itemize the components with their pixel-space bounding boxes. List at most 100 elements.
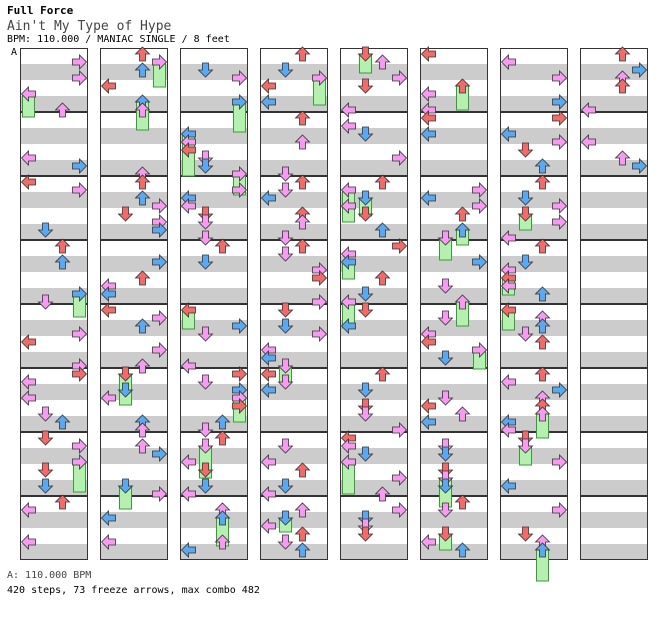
beat-stripe: [180, 64, 248, 80]
measure-box: [180, 48, 248, 112]
down-arrow-icon: [197, 62, 214, 78]
up-arrow-icon: [54, 254, 71, 270]
up-arrow-icon: [374, 486, 391, 502]
down-arrow-icon: [357, 190, 374, 206]
beat-stripe: [100, 512, 168, 528]
down-arrow-icon: [117, 206, 134, 222]
left-arrow-icon: [500, 478, 516, 494]
beat-stripe: [580, 96, 648, 112]
beat-stripe: [100, 64, 168, 80]
measure-box: [500, 176, 568, 240]
beat-stripe: [340, 416, 408, 432]
beat-stripe: [500, 128, 568, 144]
measure-box: [500, 48, 568, 112]
up-arrow-icon: [294, 526, 311, 542]
measure-box: [100, 240, 168, 304]
beat-stripe: [580, 160, 648, 176]
measure-box: [340, 432, 408, 496]
down-arrow-icon: [357, 526, 374, 542]
beat-stripe: [180, 160, 248, 176]
up-arrow-icon: [454, 206, 471, 222]
right-arrow-icon: [312, 270, 328, 286]
down-arrow-icon: [277, 182, 294, 198]
beat-stripe: [580, 384, 648, 400]
beat-stripe: [20, 224, 88, 240]
beat-stripe: [180, 352, 248, 368]
measure-box: [500, 496, 568, 560]
beat-stripe: [260, 256, 328, 272]
beat-stripe: [420, 480, 488, 496]
beat-stripe: [180, 256, 248, 272]
up-arrow-icon: [294, 134, 311, 150]
down-arrow-icon: [357, 286, 374, 302]
right-arrow-icon: [392, 238, 408, 254]
measure-box: [340, 48, 408, 112]
left-arrow-icon: [100, 302, 116, 318]
right-arrow-icon: [552, 382, 568, 398]
down-arrow-icon: [437, 446, 454, 462]
beat-stripe: [500, 544, 568, 560]
left-arrow-icon: [260, 350, 276, 366]
beat-stripe: [20, 128, 88, 144]
up-arrow-icon: [374, 174, 391, 190]
right-arrow-icon: [152, 254, 168, 270]
right-arrow-icon: [472, 342, 488, 358]
beat-stripe: [260, 416, 328, 432]
beat-stripe: [500, 96, 568, 112]
beat-stripe: [180, 128, 248, 144]
beat-stripe: [340, 544, 408, 560]
left-arrow-icon: [420, 110, 436, 126]
up-arrow-icon: [134, 102, 151, 118]
down-arrow-icon: [437, 438, 454, 454]
down-arrow-icon: [437, 462, 454, 478]
left-arrow-icon: [340, 102, 356, 118]
right-arrow-icon: [232, 182, 248, 198]
beat-stripe: [420, 192, 488, 208]
left-arrow-icon: [340, 454, 356, 470]
down-arrow-icon: [437, 310, 454, 326]
beat-stripe: [340, 160, 408, 176]
beat-stripe: [20, 544, 88, 560]
beat-stripe: [340, 480, 408, 496]
right-arrow-icon: [152, 222, 168, 238]
beat-stripe: [500, 384, 568, 400]
beat-stripe: [20, 256, 88, 272]
measure-box: [100, 368, 168, 432]
right-arrow-icon: [72, 438, 88, 454]
chart-meta: BPM: 110.000 / MANIAC SINGLE / 8 feet: [7, 34, 230, 45]
up-arrow-icon: [294, 110, 311, 126]
beat-stripe: [100, 224, 168, 240]
beat-stripe: [180, 384, 248, 400]
measure-box: [260, 368, 328, 432]
left-arrow-icon: [420, 334, 436, 350]
measure-box: [100, 304, 168, 368]
measure-box: [20, 112, 88, 176]
left-arrow-icon: [260, 94, 276, 110]
down-arrow-icon: [357, 126, 374, 142]
beat-stripe: [420, 256, 488, 272]
measure-box: [580, 368, 648, 432]
up-arrow-icon: [134, 318, 151, 334]
down-arrow-icon: [517, 326, 534, 342]
beat-stripe: [420, 544, 488, 560]
left-arrow-icon: [500, 422, 516, 438]
right-arrow-icon: [552, 502, 568, 518]
bpm-marker: A: [11, 47, 18, 58]
left-arrow-icon: [340, 254, 356, 270]
beat-stripe: [180, 448, 248, 464]
down-arrow-icon: [357, 78, 374, 94]
beat-stripe: [500, 224, 568, 240]
beat-stripe: [100, 480, 168, 496]
right-arrow-icon: [632, 62, 648, 78]
beat-stripe: [260, 288, 328, 304]
up-arrow-icon: [534, 366, 551, 382]
measure-box: [180, 496, 248, 560]
beat-stripe: [420, 352, 488, 368]
measure-box: [180, 304, 248, 368]
right-arrow-icon: [552, 134, 568, 150]
up-arrow-icon: [454, 78, 471, 94]
up-arrow-icon: [214, 534, 231, 550]
right-arrow-icon: [152, 310, 168, 326]
measure-box: [20, 432, 88, 496]
